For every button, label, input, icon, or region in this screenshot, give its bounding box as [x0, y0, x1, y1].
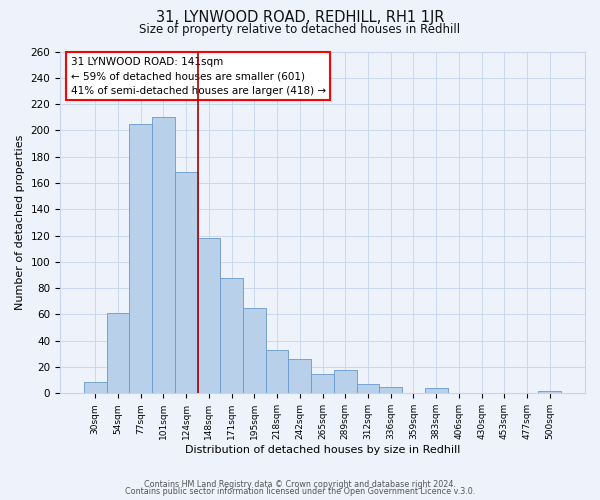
- Text: Contains public sector information licensed under the Open Government Licence v.: Contains public sector information licen…: [125, 487, 475, 496]
- X-axis label: Distribution of detached houses by size in Redhill: Distribution of detached houses by size …: [185, 445, 460, 455]
- Y-axis label: Number of detached properties: Number of detached properties: [15, 134, 25, 310]
- Text: 31, LYNWOOD ROAD, REDHILL, RH1 1JR: 31, LYNWOOD ROAD, REDHILL, RH1 1JR: [156, 10, 444, 25]
- Bar: [107, 313, 130, 394]
- Text: Size of property relative to detached houses in Redhill: Size of property relative to detached ho…: [139, 22, 461, 36]
- Bar: [266, 350, 289, 394]
- Bar: [175, 172, 197, 394]
- Bar: [197, 238, 220, 394]
- Bar: [84, 382, 107, 394]
- Text: 31 LYNWOOD ROAD: 141sqm
← 59% of detached houses are smaller (601)
41% of semi-d: 31 LYNWOOD ROAD: 141sqm ← 59% of detache…: [71, 56, 326, 96]
- Bar: [152, 117, 175, 394]
- Bar: [334, 370, 356, 394]
- Bar: [425, 388, 448, 394]
- Bar: [356, 384, 379, 394]
- Bar: [220, 278, 243, 394]
- Bar: [311, 374, 334, 394]
- Bar: [379, 387, 402, 394]
- Bar: [130, 124, 152, 394]
- Text: Contains HM Land Registry data © Crown copyright and database right 2024.: Contains HM Land Registry data © Crown c…: [144, 480, 456, 489]
- Bar: [289, 359, 311, 394]
- Bar: [243, 308, 266, 394]
- Bar: [538, 390, 561, 394]
